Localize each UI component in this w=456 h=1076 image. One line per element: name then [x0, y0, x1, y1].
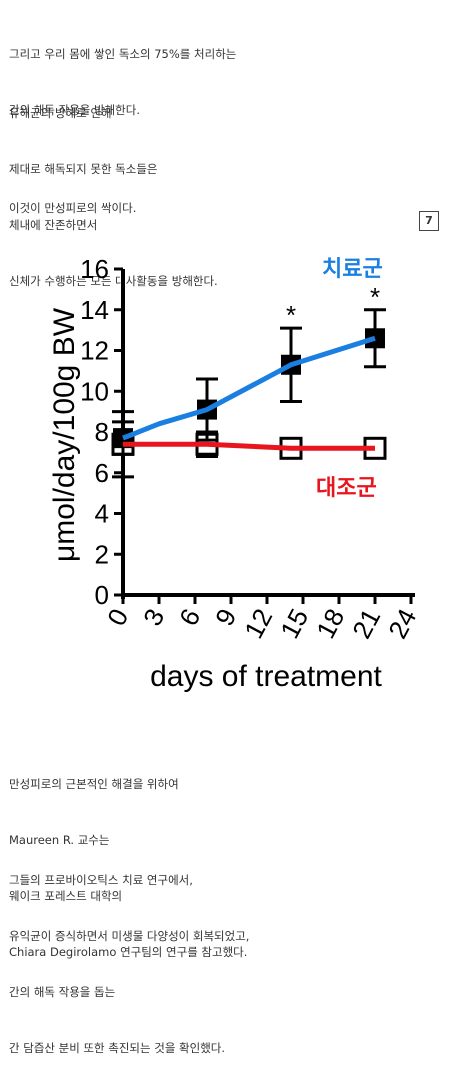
text-line: 유해균의 방해로 인해: [9, 106, 112, 121]
x-tick-label: 24: [382, 604, 422, 644]
paragraph-2: 유해균의 방해로 인해 제대로 해독되지 못한 독소들은 체내에 잔존하면서 신…: [9, 67, 218, 309]
text-line: 체내에 잔존하면서: [9, 217, 98, 232]
x-tick-label: 18: [310, 604, 350, 644]
text-line: 이것이 만성피로의 싹이다.: [9, 201, 137, 216]
text-line: 만성피로의 근본적인 해결을 위하여: [9, 777, 179, 792]
significance-marker: *: [370, 282, 380, 312]
y-tick-label: 2: [95, 539, 109, 569]
page-number-badge: 7: [419, 211, 439, 231]
y-axis-label: μmol/day/100g BW: [48, 307, 81, 562]
x-tick-label: 3: [137, 604, 170, 631]
x-tick-label: 15: [274, 604, 314, 644]
chart-axes: [114, 267, 415, 604]
y-tick-label: 8: [95, 417, 109, 447]
x-tick-label: 21: [346, 604, 386, 644]
text-line: 간의 해독 작용을 돕는: [9, 984, 116, 999]
paragraph-3: 이것이 만성피로의 싹이다.: [9, 162, 136, 236]
y-tick-label: 4: [95, 499, 109, 529]
significance-marker: *: [286, 300, 296, 330]
x-tick-label: 0: [101, 604, 134, 631]
y-tick-label: 6: [95, 458, 109, 488]
y-tick-label: 14: [80, 295, 109, 325]
y-tick-labels: 0 2 4 6 8 10 12 14 16: [80, 254, 109, 610]
x-axis-label: days of treatment: [150, 660, 382, 693]
treatment-line: [122, 335, 376, 441]
y-tick-label: 12: [80, 336, 109, 366]
y-tick-label: 0: [95, 580, 109, 610]
chart-marks: **: [111, 282, 387, 479]
text-line: 웨이크 포레스트 대학의: [9, 888, 123, 903]
x-tick-label: 6: [173, 604, 206, 631]
text-line: 그들의 프로바이오틱스 치료 연구에서,: [9, 873, 193, 888]
text-line: 그리고 우리 몸에 쌓인 독소의 75%를 처리하는: [9, 47, 237, 62]
x-tick-label: 9: [209, 604, 242, 631]
control-line: [123, 441, 375, 451]
y-tick-label: 16: [80, 254, 109, 284]
text-line: 간의 해독 작용을 방해한다.: [9, 102, 141, 117]
text-line: 제대로 해독되지 못한 독소들은: [9, 161, 158, 176]
series-label-control: 대조군: [316, 476, 377, 501]
text-line: 유익균이 증식하면서 미생물 다양성이 회복되었고,: [9, 928, 250, 943]
series-label-treatment: 치료군: [322, 257, 383, 282]
text-line: 신체가 수행하는 모든 대사활동을 방해한다.: [9, 273, 218, 288]
y-tick-label: 10: [80, 376, 109, 406]
x-tick-label: 12: [238, 604, 278, 644]
text-line: 간 담즙산 분비 또한 촉진되는 것을 확인했다.: [9, 1040, 226, 1055]
text-line: Maureen R. 교수는: [9, 832, 110, 847]
paragraph-1: 그리고 우리 몸에 쌓인 독소의 75%를 처리하는 간의 해독 작용을 방해한…: [9, 8, 236, 138]
treatment-point: [365, 328, 385, 349]
paragraph-5: 그들의 프로바이오틱스 치료 연구에서, 유익균이 증식하면서 미생물 다양성이…: [9, 834, 249, 1076]
